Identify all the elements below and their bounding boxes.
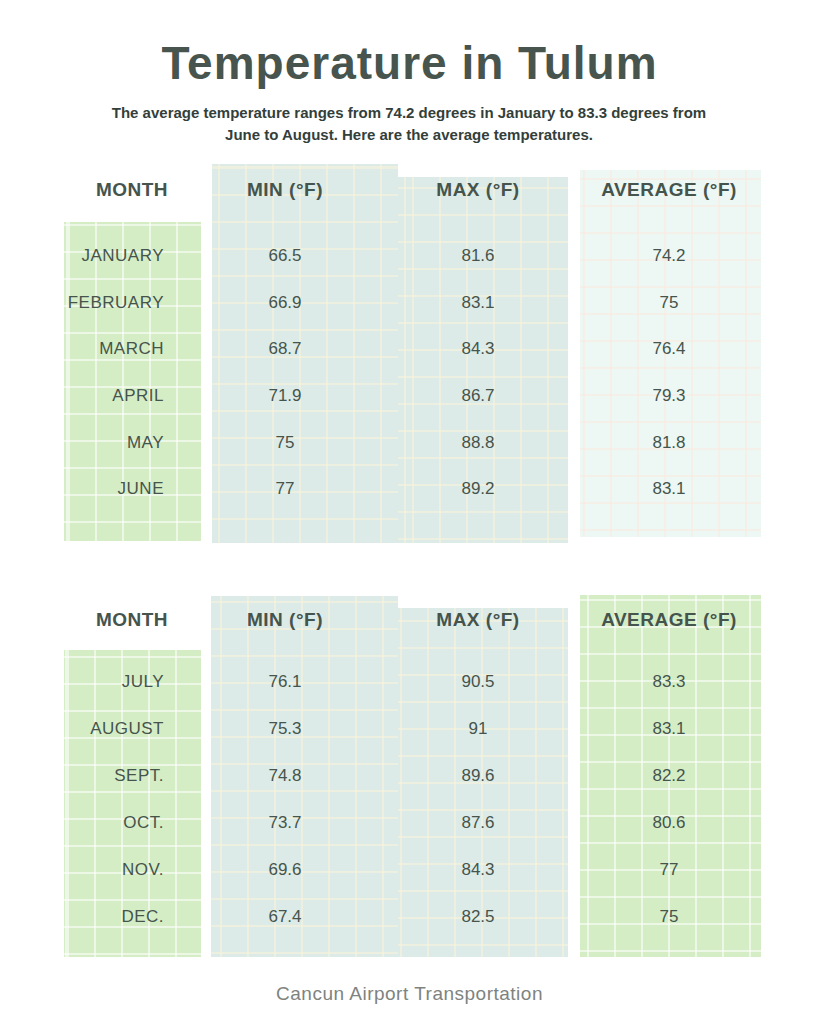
table2-month-column: JULY AUGUST SEPT. OCT. NOV. DEC. bbox=[0, 658, 164, 940]
max-value-cell: 87.6 bbox=[378, 799, 578, 846]
page-subtitle: The average temperature ranges from 74.2… bbox=[109, 102, 709, 146]
table1-min-column: 66.5 66.9 68.7 71.9 75 77 bbox=[185, 233, 385, 513]
max-value-cell: 88.8 bbox=[378, 419, 578, 466]
month-cell: SEPT. bbox=[0, 752, 164, 799]
table2-header-min: MIN (°F) bbox=[185, 602, 385, 638]
table1-average-column: 74.2 75 76.4 79.3 81.8 83.1 bbox=[569, 233, 769, 513]
table2-header-average: AVERAGE (°F) bbox=[569, 602, 769, 638]
month-cell: OCT. bbox=[0, 799, 164, 846]
max-value-cell: 90.5 bbox=[378, 658, 578, 705]
min-value-cell: 75 bbox=[185, 419, 385, 466]
month-cell: APRIL bbox=[0, 373, 164, 420]
month-cell: AUGUST bbox=[0, 705, 164, 752]
subtitle-line-1: The average temperature ranges from 74.2… bbox=[112, 104, 706, 121]
table1-header-average: AVERAGE (°F) bbox=[569, 172, 769, 208]
month-cell: JUNE bbox=[0, 466, 164, 513]
min-value-cell: 77 bbox=[185, 466, 385, 513]
avg-value-cell: 76.4 bbox=[569, 326, 769, 373]
min-value-cell: 67.4 bbox=[185, 893, 385, 940]
table2-max-column: 90.5 91 89.6 87.6 84.3 82.5 bbox=[378, 658, 578, 940]
max-value-cell: 86.7 bbox=[378, 373, 578, 420]
min-value-cell: 68.7 bbox=[185, 326, 385, 373]
subtitle-line-2: June to August. Here are the average tem… bbox=[225, 126, 593, 143]
avg-value-cell: 80.6 bbox=[569, 799, 769, 846]
avg-value-cell: 83.3 bbox=[569, 658, 769, 705]
avg-value-cell: 75 bbox=[569, 280, 769, 327]
min-value-cell: 66.9 bbox=[185, 280, 385, 327]
avg-value-cell: 82.2 bbox=[569, 752, 769, 799]
avg-value-cell: 83.1 bbox=[569, 705, 769, 752]
max-value-cell: 89.2 bbox=[378, 466, 578, 513]
max-value-cell: 81.6 bbox=[378, 233, 578, 280]
avg-value-cell: 81.8 bbox=[569, 419, 769, 466]
month-cell: JANUARY bbox=[0, 233, 164, 280]
table1-month-column: JANUARY FEBRUARY MARCH APRIL MAY JUNE bbox=[0, 233, 164, 513]
min-value-cell: 71.9 bbox=[185, 373, 385, 420]
month-cell: DEC. bbox=[0, 893, 164, 940]
min-value-cell: 73.7 bbox=[185, 799, 385, 846]
min-value-cell: 74.8 bbox=[185, 752, 385, 799]
avg-value-cell: 74.2 bbox=[569, 233, 769, 280]
max-value-cell: 91 bbox=[378, 705, 578, 752]
max-value-cell: 83.1 bbox=[378, 280, 578, 327]
infographic-page: Temperature in Tulum The average tempera… bbox=[0, 0, 819, 1024]
month-cell: FEBRUARY bbox=[0, 280, 164, 327]
min-value-cell: 69.6 bbox=[185, 846, 385, 893]
min-value-cell: 76.1 bbox=[185, 658, 385, 705]
avg-value-cell: 83.1 bbox=[569, 466, 769, 513]
month-cell: MARCH bbox=[0, 326, 164, 373]
avg-value-cell: 79.3 bbox=[569, 373, 769, 420]
max-value-cell: 89.6 bbox=[378, 752, 578, 799]
avg-value-cell: 75 bbox=[569, 893, 769, 940]
table2-header-max: MAX (°F) bbox=[378, 602, 578, 638]
footer-brand-text: Cancun Airport Transportation bbox=[0, 983, 819, 1005]
table1-max-column: 81.6 83.1 84.3 86.7 88.8 89.2 bbox=[378, 233, 578, 513]
month-cell: JULY bbox=[0, 658, 164, 705]
table1-header-min: MIN (°F) bbox=[185, 172, 385, 208]
month-cell: NOV. bbox=[0, 846, 164, 893]
table1-header-max: MAX (°F) bbox=[378, 172, 578, 208]
page-title: Temperature in Tulum bbox=[0, 36, 819, 90]
max-value-cell: 84.3 bbox=[378, 326, 578, 373]
min-value-cell: 75.3 bbox=[185, 705, 385, 752]
max-value-cell: 84.3 bbox=[378, 846, 578, 893]
min-value-cell: 66.5 bbox=[185, 233, 385, 280]
avg-value-cell: 77 bbox=[569, 846, 769, 893]
max-value-cell: 82.5 bbox=[378, 893, 578, 940]
month-cell: MAY bbox=[0, 419, 164, 466]
table2-min-column: 76.1 75.3 74.8 73.7 69.6 67.4 bbox=[185, 658, 385, 940]
table2-average-column: 83.3 83.1 82.2 80.6 77 75 bbox=[569, 658, 769, 940]
